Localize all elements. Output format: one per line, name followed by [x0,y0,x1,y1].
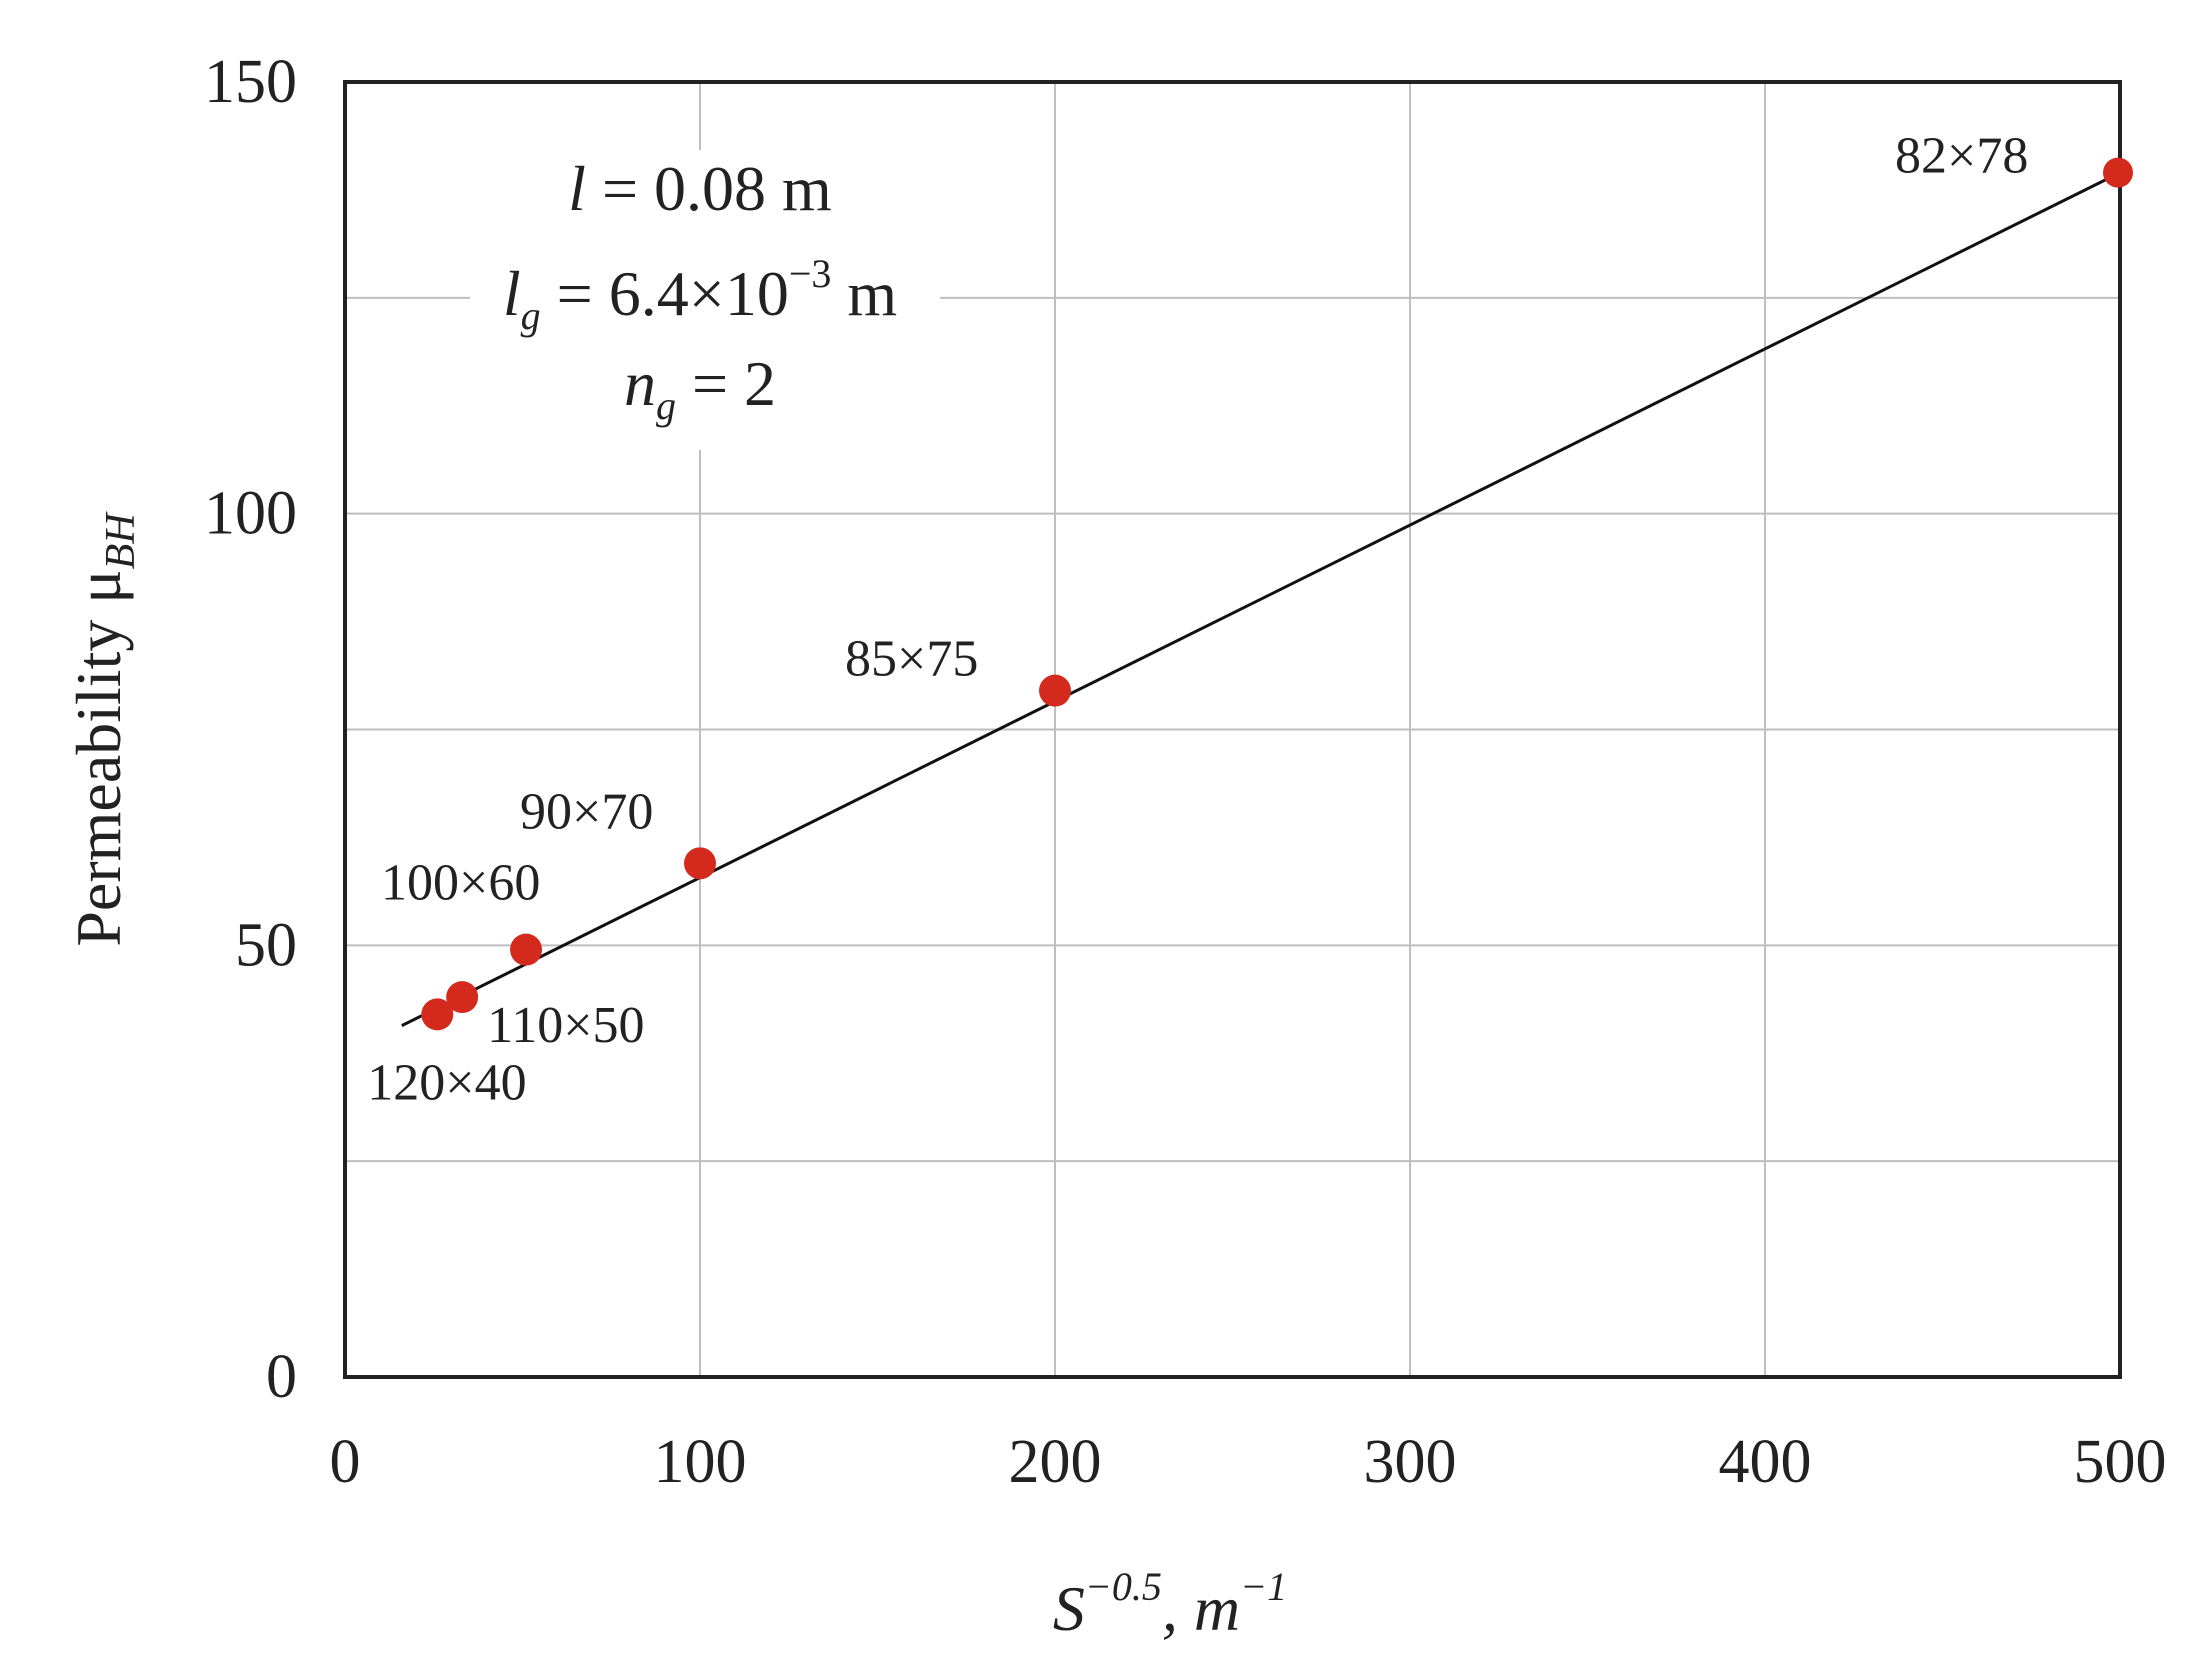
point-label-90×70: 90×70 [520,783,653,840]
point-label-110×50: 110×50 [487,997,644,1054]
annotation-background [470,150,940,450]
x-tick-label-200: 200 [1009,1428,1102,1496]
parameter-annotation: l = 0.08 m lg = 6.4×10−3 m ng = 2 [470,150,940,450]
x-tick-label-500: 500 [2074,1428,2167,1496]
point-label-85×75: 85×75 [845,631,978,688]
y-tick-label-100: 100 [204,480,297,548]
point-label-120×40: 120×40 [367,1054,526,1111]
x-axis-title: S−0.5, m−1 [1053,1564,1287,1644]
point-label-82×78: 82×78 [1895,128,2028,185]
x-tick-labels: 0 100 200 300 400 500 [330,1428,2167,1496]
fit-line-layer [401,171,2121,1027]
x-tick-label-0: 0 [330,1428,361,1496]
data-point-110×50 [446,981,479,1014]
y-tick-label-150: 150 [204,48,297,116]
data-point-82×78 [2103,157,2133,188]
data-point-90×70 [684,847,716,880]
y-tick-labels: 0 50 100 150 [204,48,297,1411]
plot-frame [343,80,2122,1379]
x-tick-label-400: 400 [1719,1428,1812,1496]
y-tick-label-0: 0 [266,1343,297,1411]
x-tick-label-100: 100 [654,1428,747,1496]
fit-line [401,171,2121,1027]
data-point-85×75 [1039,674,1071,707]
annotation-line-3: ng = 2 [624,348,776,428]
y-axis-title: Permeability μBH [63,511,144,947]
annotation-line-1: l = 0.08 m [568,153,832,224]
annotation-line-2: lg = 6.4×10−3 m [503,251,897,338]
y-tick-label-50: 50 [235,911,297,979]
data-point-100×60 [510,933,543,966]
grid-lines [345,82,2120,1377]
x-tick-label-300: 300 [1364,1428,1457,1496]
data-point-120×40 [421,998,454,1031]
point-label-100×60: 100×60 [381,855,540,912]
